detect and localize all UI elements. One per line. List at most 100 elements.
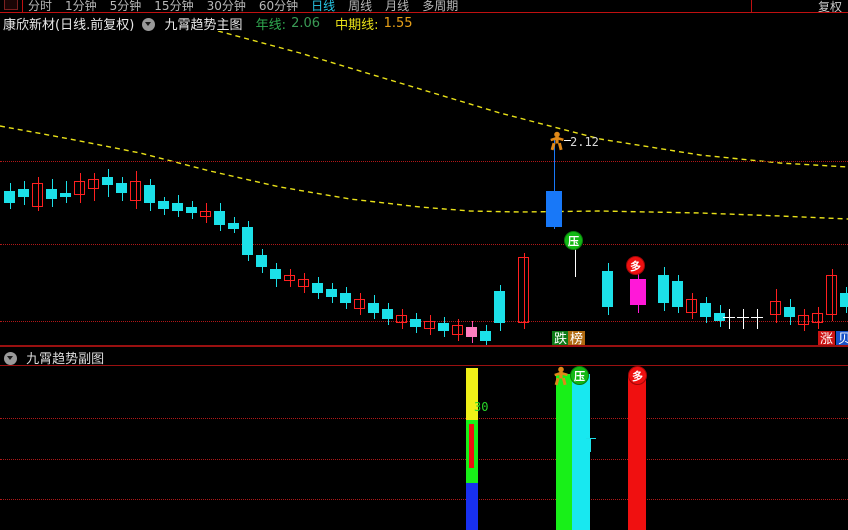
chevron-down-icon[interactable] — [142, 18, 156, 31]
period-tab-3[interactable]: 15分钟 — [154, 0, 194, 13]
subchart-title[interactable]: 九霄趋势副图 — [26, 352, 105, 367]
candle-body — [382, 309, 393, 319]
candle-wick — [402, 309, 403, 329]
candle-wick — [757, 309, 758, 329]
chevron-down-icon[interactable] — [4, 352, 17, 365]
bar-red-inner[interactable] — [469, 424, 474, 468]
candle-wick — [94, 173, 95, 201]
candle-wick — [66, 181, 67, 203]
candle-wick — [38, 177, 39, 211]
signal-chip-1[interactable]: 榜 — [568, 331, 586, 345]
period-tab-5[interactable]: 60分钟 — [258, 0, 299, 13]
candle-body — [424, 321, 435, 329]
candle-body — [130, 181, 141, 201]
runner-icon[interactable] — [552, 366, 570, 386]
candle-body — [410, 319, 421, 327]
legend-label-year: 年线: — [255, 18, 286, 33]
sub-gridline-0 — [0, 418, 848, 419]
period-tab-2[interactable]: 5分钟 — [109, 0, 142, 13]
bar-yellow[interactable] — [466, 368, 478, 420]
candle-wick — [290, 269, 291, 287]
period-tab-0[interactable]: 分时 — [28, 0, 53, 13]
candle-body — [172, 203, 183, 211]
candle-body — [144, 185, 155, 203]
sub-tick-mark — [586, 438, 596, 439]
candle-body — [186, 207, 197, 213]
adjust-label[interactable]: 复权 — [817, 0, 842, 13]
candle-body — [354, 299, 365, 309]
candle-wick — [206, 203, 207, 223]
period-toolbar[interactable]: 分时 1分钟 5分钟 15分钟 30分钟 60分钟 日线 周线 月线 多周期 复权 — [0, 0, 848, 13]
candle-body — [700, 303, 711, 317]
candle-body — [102, 177, 113, 185]
period-tab-8[interactable]: 月线 — [385, 0, 410, 13]
period-tab-list[interactable]: 分时 1分钟 5分钟 15分钟 30分钟 60分钟 日线 周线 月线 多周期 — [28, 0, 471, 13]
pane-divider — [0, 345, 848, 347]
green-badge[interactable]: 压 — [564, 231, 583, 250]
period-tab-4[interactable]: 30分钟 — [206, 0, 246, 13]
candle-body — [840, 293, 848, 307]
candle-body — [518, 257, 529, 323]
period-tab-9[interactable]: 多周期 — [422, 0, 459, 13]
period-tab-1[interactable]: 1分钟 — [65, 0, 97, 13]
signal-chip-0[interactable]: 跌 — [552, 331, 570, 345]
candle-body — [751, 317, 763, 318]
candle-wick — [304, 273, 305, 293]
candle-body — [256, 255, 267, 267]
candle-body — [672, 281, 683, 307]
candle-body — [466, 327, 477, 337]
candle-wick — [729, 309, 730, 329]
candle-body — [326, 289, 337, 297]
marker-label-0: 2.12 — [570, 135, 599, 149]
candle-body — [340, 293, 351, 303]
window-icon[interactable] — [4, 0, 18, 10]
bar-red2[interactable] — [628, 375, 646, 530]
marker-leader-line — [564, 140, 571, 141]
indicator-subchart-pane[interactable]: 压 多 30 — [0, 366, 848, 530]
candle-body — [200, 211, 211, 217]
candle-body — [368, 303, 379, 313]
green-badge[interactable]: 压 — [570, 366, 589, 385]
period-tab-7[interactable]: 周线 — [348, 0, 373, 13]
candle-body — [602, 271, 613, 307]
candle-body — [88, 179, 99, 189]
bar-green2[interactable] — [556, 374, 572, 530]
candle-wick — [80, 173, 81, 203]
candle-body — [116, 183, 127, 193]
candle-body — [494, 291, 505, 323]
candle-wick — [360, 293, 361, 315]
main-gridline-0 — [0, 161, 848, 162]
red-badge[interactable]: 多 — [628, 366, 647, 385]
candle-body — [812, 313, 823, 323]
candle-body — [798, 315, 809, 325]
candle-body — [158, 201, 169, 209]
candle-body — [737, 317, 749, 318]
candle-body — [714, 313, 725, 321]
candle-body — [228, 223, 239, 229]
candle-body — [214, 211, 225, 225]
candle-body — [686, 299, 697, 313]
candle-body — [46, 189, 57, 199]
candle-body — [270, 269, 281, 279]
candle-wick — [804, 309, 805, 331]
red-badge[interactable]: 多 — [626, 256, 645, 275]
candle-wick — [832, 269, 833, 321]
signal-chip-3[interactable]: 贝 — [836, 331, 848, 345]
candle-body — [438, 323, 449, 331]
indicator-name-label[interactable]: 九霄趋势主图 — [164, 18, 243, 33]
runner-icon[interactable] — [548, 131, 566, 151]
candle-body — [630, 279, 646, 305]
candle-wick — [136, 171, 137, 209]
chart-header: 康欣新材(日线.前复权) 九霄趋势主图 年线: 2.06 中期线: 1.55 — [0, 13, 848, 33]
candle-body — [452, 325, 463, 335]
signal-chip-2[interactable]: 涨 — [818, 331, 836, 345]
sub-gridline-1 — [0, 459, 848, 460]
subchart-top-border — [0, 365, 848, 366]
bar-blue[interactable] — [466, 483, 478, 530]
candle-body — [4, 191, 15, 203]
candle-body — [546, 191, 562, 227]
bar-cyan[interactable] — [572, 374, 590, 530]
period-tab-6[interactable]: 日线 — [311, 0, 336, 13]
